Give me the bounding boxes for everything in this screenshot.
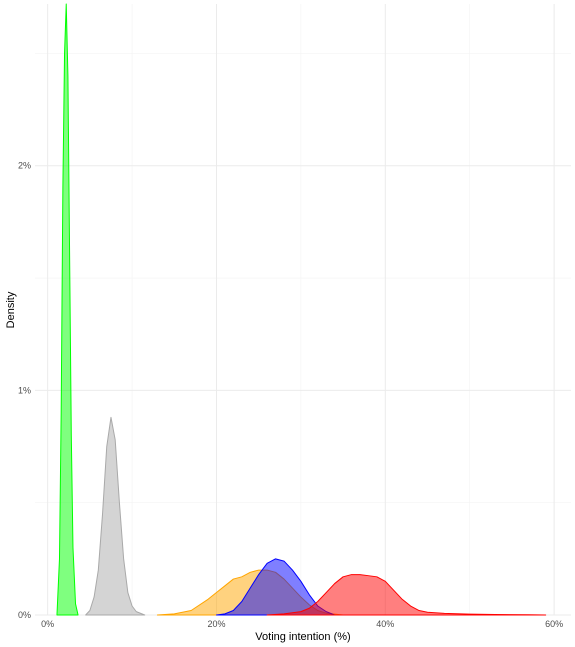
y-axis-title: Density [5, 291, 17, 328]
x-tick-labels: 0% 20% 40% 60% [41, 619, 563, 629]
y-tick-label: 2% [18, 161, 31, 171]
density-series [56, 3, 547, 616]
y-tick-label: 1% [18, 385, 31, 395]
x-tick-label: 0% [41, 619, 54, 629]
x-tick-label: 60% [545, 619, 563, 629]
density-area-series-3 [266, 574, 547, 616]
y-tick-label: 0% [18, 610, 31, 620]
density-area-series-4 [56, 3, 79, 616]
x-tick-label: 40% [376, 619, 394, 629]
y-tick-labels: 0% 1% 2% [18, 161, 31, 620]
x-axis-title: Voting intention (%) [255, 631, 350, 643]
x-tick-label: 20% [207, 619, 225, 629]
density-area-series-5 [85, 416, 146, 616]
